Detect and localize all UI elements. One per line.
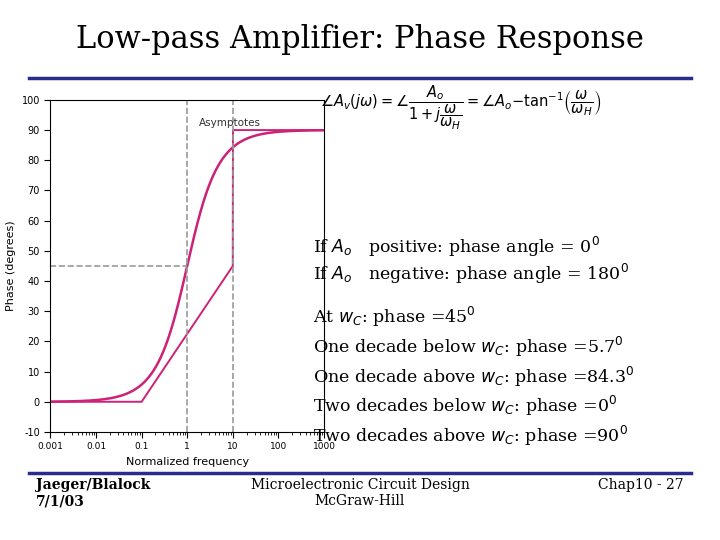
Y-axis label: Phase (degrees): Phase (degrees) (6, 221, 16, 311)
Text: One decade below $w_C$: phase =5.7$^0$: One decade below $w_C$: phase =5.7$^0$ (313, 335, 624, 359)
Text: Chap10 - 27: Chap10 - 27 (598, 478, 684, 492)
Text: Two decades above $w_C$: phase =90$^0$: Two decades above $w_C$: phase =90$^0$ (313, 424, 629, 448)
Text: If $A_o$   positive: phase angle = 0$^0$: If $A_o$ positive: phase angle = 0$^0$ (313, 235, 600, 259)
Text: Two decades below $w_C$: phase =0$^0$: Two decades below $w_C$: phase =0$^0$ (313, 394, 618, 418)
X-axis label: Normalized frequency: Normalized frequency (125, 457, 249, 467)
Text: Low-pass Amplifier: Phase Response: Low-pass Amplifier: Phase Response (76, 24, 644, 55)
Text: Microelectronic Circuit Design
McGraw-Hill: Microelectronic Circuit Design McGraw-Hi… (251, 478, 469, 508)
Text: One decade above $w_C$: phase =84.3$^0$: One decade above $w_C$: phase =84.3$^0$ (313, 364, 635, 389)
Text: $\angle A_v(j\omega){=}\angle\dfrac{A_o}{1+j\dfrac{\omega}{\omega_H}}{=}\angle A: $\angle A_v(j\omega){=}\angle\dfrac{A_o}… (320, 84, 602, 132)
Text: Jaeger/Blalock
7/1/03: Jaeger/Blalock 7/1/03 (36, 478, 150, 508)
Text: At $w_C$: phase =45$^0$: At $w_C$: phase =45$^0$ (313, 305, 476, 329)
Text: Asymptotes: Asymptotes (199, 118, 261, 127)
Text: If $A_o$   negative: phase angle = 180$^0$: If $A_o$ negative: phase angle = 180$^0$ (313, 262, 629, 286)
